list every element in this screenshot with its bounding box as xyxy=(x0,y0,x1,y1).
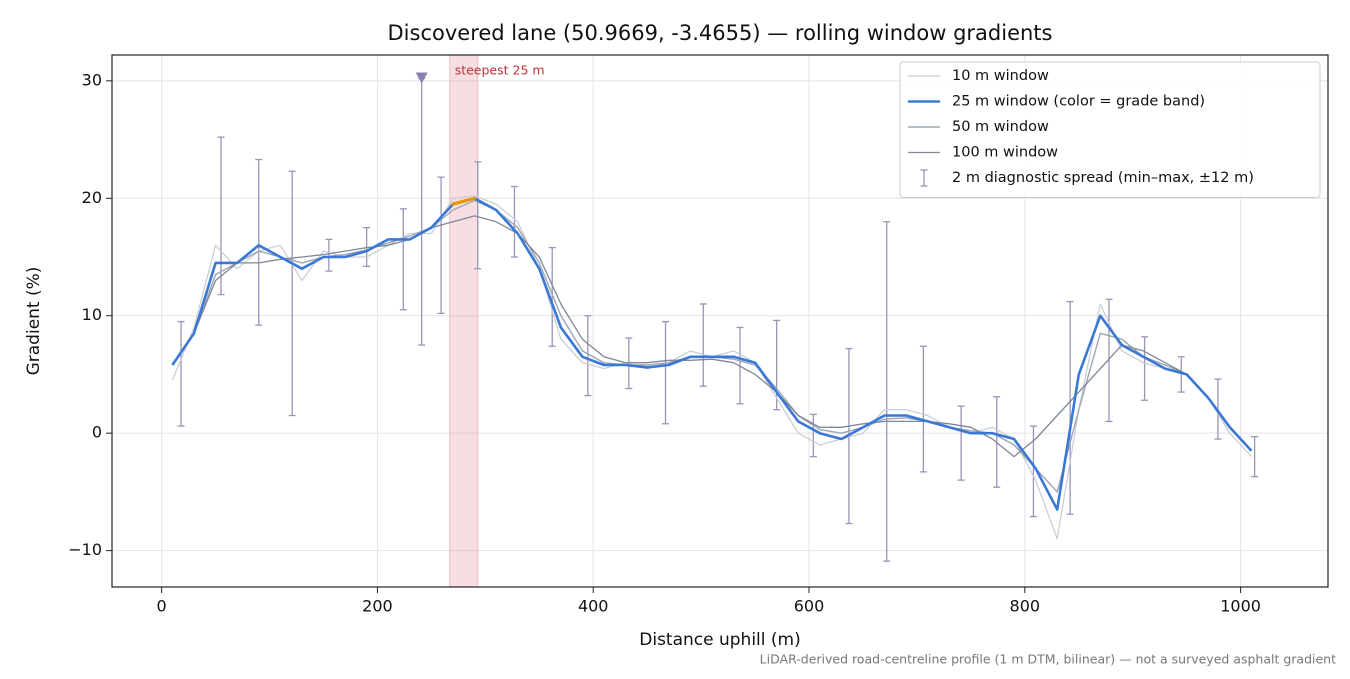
x-tick-label: 400 xyxy=(578,597,609,616)
y-tick-label: 20 xyxy=(82,188,102,207)
x-tick-label: 200 xyxy=(362,597,393,616)
steepest-label: steepest 25 m xyxy=(455,63,545,78)
footnote: LiDAR-derived road-centreline profile (1… xyxy=(760,652,1336,667)
series-line xyxy=(171,197,1253,511)
x-tick-label: 600 xyxy=(794,597,825,616)
x-axis-label: Distance uphill (m) xyxy=(639,630,800,650)
legend: 10 m window 25 m window (color = grade ba… xyxy=(899,61,1321,198)
legend-label: 100 m window xyxy=(952,145,1058,161)
y-tick-label: −10 xyxy=(68,540,102,559)
plot-frame xyxy=(111,54,1329,588)
y-tick-label: 30 xyxy=(82,70,102,89)
clipped-marker xyxy=(415,72,428,84)
steepest-segment xyxy=(451,196,477,206)
y-tick-label: 0 xyxy=(92,423,102,442)
legend-label: 50 m window xyxy=(952,119,1049,135)
y-axis-label: Gradient (%) xyxy=(24,267,44,376)
y-tick-label: 10 xyxy=(82,305,102,324)
x-tick-label: 800 xyxy=(1010,597,1041,616)
legend-label: 2 m diagnostic spread (min–max, ±12 m) xyxy=(952,170,1254,186)
series-line xyxy=(193,215,1231,458)
legend-label: 25 m window (color = grade band) xyxy=(952,94,1205,110)
legend-frame xyxy=(899,61,1321,198)
x-tick-label: 1000 xyxy=(1220,597,1261,616)
x-tick-label: 0 xyxy=(157,597,167,616)
legend-label: 10 m window xyxy=(952,68,1049,84)
steepest-band xyxy=(449,54,479,588)
chart-title: Discovered lane (50.9669, -3.4655) — rol… xyxy=(388,21,1053,45)
